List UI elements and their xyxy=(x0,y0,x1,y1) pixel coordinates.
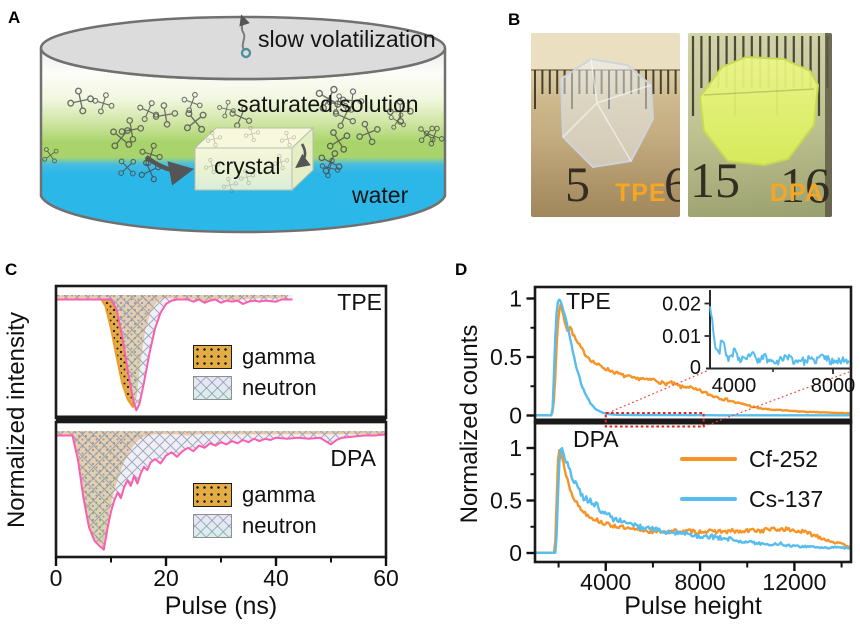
caption-water: water xyxy=(352,182,409,208)
arrow-into-crystal-left-icon xyxy=(144,155,195,186)
legend-gamma: gamma xyxy=(193,344,315,369)
d-tpe-subplot-label: TPE xyxy=(566,288,611,314)
pulse-shape-chart: 0 20 40 60 xyxy=(50,284,399,591)
tpe-tag: TPE xyxy=(615,179,667,207)
ruler-number: 6 xyxy=(664,156,680,212)
svg-text:12000: 12000 xyxy=(762,569,826,595)
svg-text:1: 1 xyxy=(509,286,522,312)
c-dpa-subplot-label: DPA xyxy=(330,445,376,471)
caption-saturated-solution: saturated solution xyxy=(237,91,419,117)
caption-crystal: crystal xyxy=(214,153,281,179)
evaporating-molecule-icon xyxy=(240,47,252,59)
svg-text:8000: 8000 xyxy=(674,569,725,595)
legend-gamma-label: gamma xyxy=(242,343,316,369)
cs137-line-swatch-icon xyxy=(680,497,737,501)
svg-text:40: 40 xyxy=(263,565,289,591)
svg-text:60: 60 xyxy=(373,565,399,591)
panel-d-label: D xyxy=(455,260,468,279)
panel-a-label: A xyxy=(8,8,21,27)
ruler-number: 15 xyxy=(690,152,740,208)
svg-text:0: 0 xyxy=(50,565,63,591)
legend-neutron-label: neutron xyxy=(242,374,317,400)
legend-cf252-label: Cf-252 xyxy=(749,445,819,472)
legend-cf252: Cf-252 xyxy=(680,446,818,472)
c-tpe-subplot-label: TPE xyxy=(337,289,382,315)
caption-slow-volatilization: slow volatilization xyxy=(258,26,436,52)
tpe-photo-graphics xyxy=(531,33,680,168)
svg-text:4000: 4000 xyxy=(580,569,631,595)
cf252-line-swatch-icon xyxy=(680,457,737,461)
photo-tpe-crystal: 5 6 TPE xyxy=(531,33,680,217)
d-dpa-subplot-label: DPA xyxy=(573,426,619,452)
panel-b-label: B xyxy=(508,10,521,29)
pulse-height-chart: 4000 8000 12000 0 0.5 1 0 0.5 1 0 0.01 0.02 4000 8000 xyxy=(490,286,856,596)
svg-text:8000: 8000 xyxy=(811,375,856,397)
panel-c-label: C xyxy=(5,260,18,279)
solution-growth-diagram xyxy=(39,14,447,234)
legend-cs137: Cs-137 xyxy=(680,486,823,512)
legend-gamma-label: gamma xyxy=(242,481,316,507)
ruler-number: 16 xyxy=(780,157,830,213)
svg-text:4000: 4000 xyxy=(712,375,757,397)
d-y-axis-label: Normalized counts xyxy=(456,324,483,524)
dpa-photo-graphics xyxy=(691,33,832,217)
svg-text:0: 0 xyxy=(509,540,522,566)
legend-cs137-label: Cs-137 xyxy=(749,485,824,512)
svg-text:0.02: 0.02 xyxy=(662,294,701,316)
neutron-swatch-icon xyxy=(193,375,232,400)
c-y-axis-label: Normalized intensity xyxy=(3,311,30,529)
arrow-into-crystal-right-icon xyxy=(295,143,311,169)
gamma-swatch-icon xyxy=(193,344,232,369)
svg-text:0.5: 0.5 xyxy=(490,344,522,370)
legend-gamma: gamma xyxy=(193,482,315,507)
c-x-axis-label: Pulse (ns) xyxy=(164,592,278,620)
tpe-crystal-shape xyxy=(560,58,654,168)
evaporation-arrow-icon xyxy=(239,14,250,51)
svg-text:0: 0 xyxy=(690,357,701,379)
dpa-crystal-shape xyxy=(699,56,819,166)
ruler-number: 5 xyxy=(565,156,590,212)
svg-text:0.01: 0.01 xyxy=(662,326,701,348)
neutron-swatch-icon xyxy=(193,513,232,538)
svg-text:0: 0 xyxy=(509,403,522,429)
gamma-swatch-icon xyxy=(193,482,232,507)
d-x-axis-label: Pulse height xyxy=(624,592,762,620)
legend-neutron: neutron xyxy=(193,375,317,400)
legend-neutron-label: neutron xyxy=(242,512,317,538)
dpa-tag: DPA xyxy=(770,179,824,207)
svg-text:20: 20 xyxy=(153,565,179,591)
legend-neutron: neutron xyxy=(193,513,317,538)
svg-text:1: 1 xyxy=(509,435,522,461)
svg-text:0.5: 0.5 xyxy=(490,488,522,514)
photo-dpa-crystal: 15 16 DPA xyxy=(688,33,832,217)
